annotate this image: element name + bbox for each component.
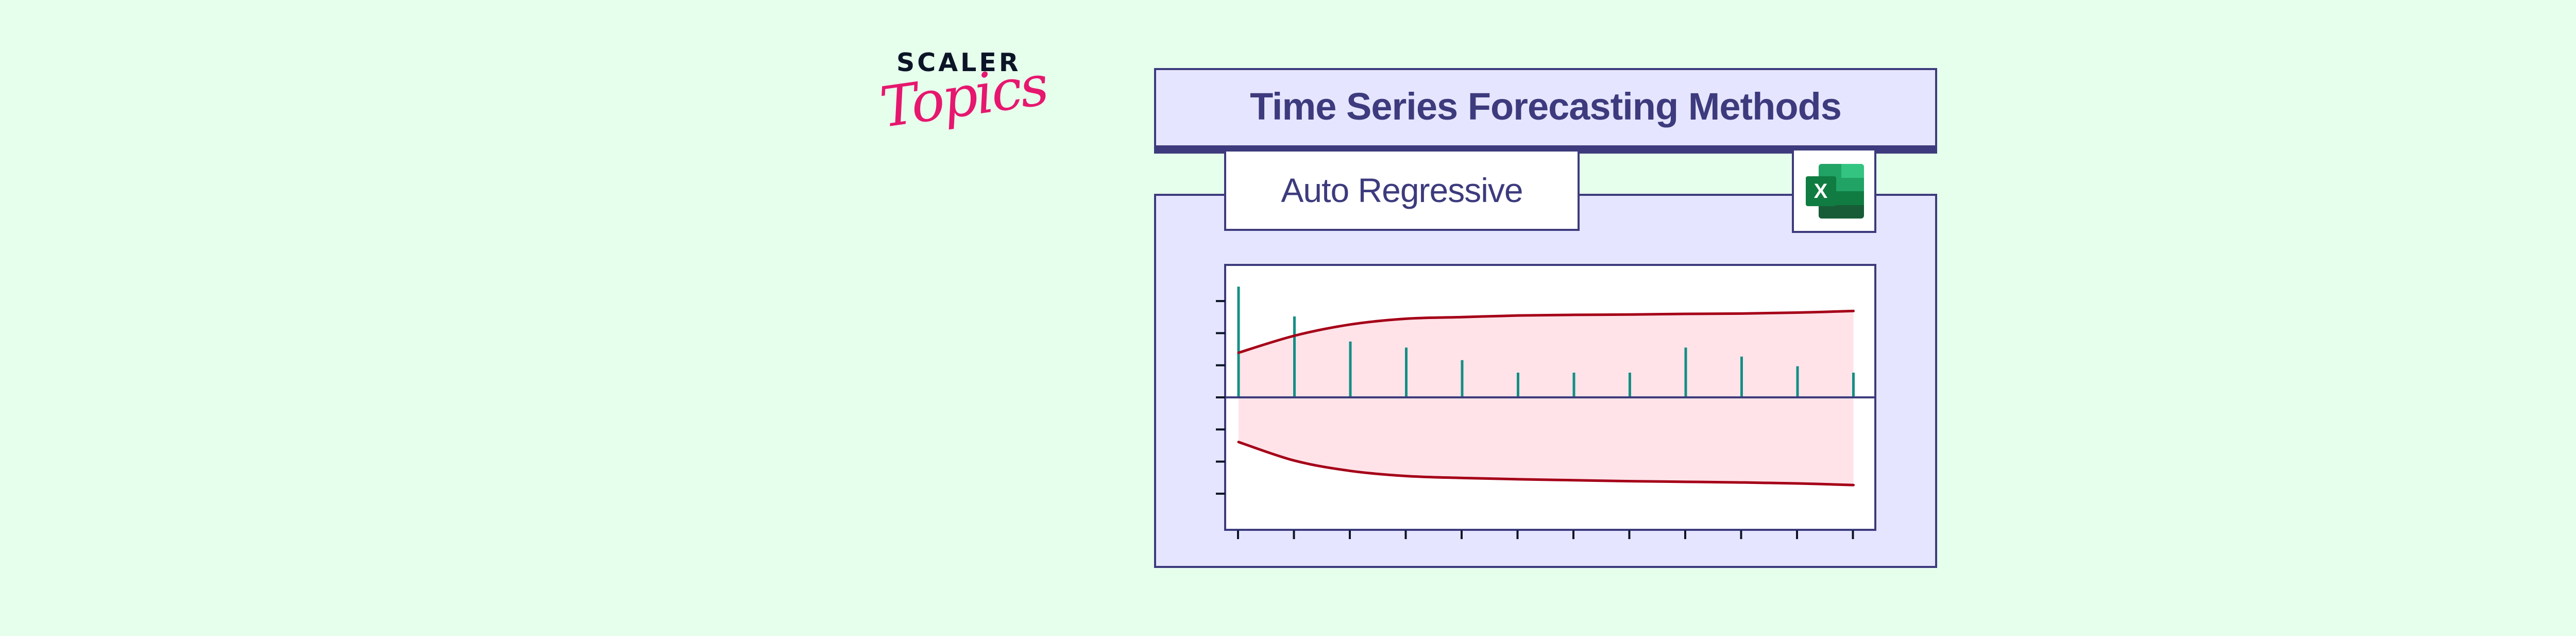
title-banner: Time Series Forecasting Methods	[1154, 68, 1937, 154]
excel-icon: X	[1806, 164, 1864, 219]
svg-text:X: X	[1814, 180, 1828, 203]
acf-chart	[1216, 287, 1875, 539]
logo-scaler-text: SCALER	[896, 48, 1021, 77]
method-label: Auto Regressive	[1281, 171, 1523, 209]
lower-confidence-line	[1237, 441, 1855, 487]
page-title: Time Series Forecasting Methods	[1250, 85, 1842, 128]
method-label-box: Auto Regressive	[1224, 152, 1580, 231]
excel-badge: X	[1792, 148, 1876, 233]
upper-confidence-line	[1237, 309, 1855, 354]
logo-topics-text: Topics	[876, 53, 1051, 141]
